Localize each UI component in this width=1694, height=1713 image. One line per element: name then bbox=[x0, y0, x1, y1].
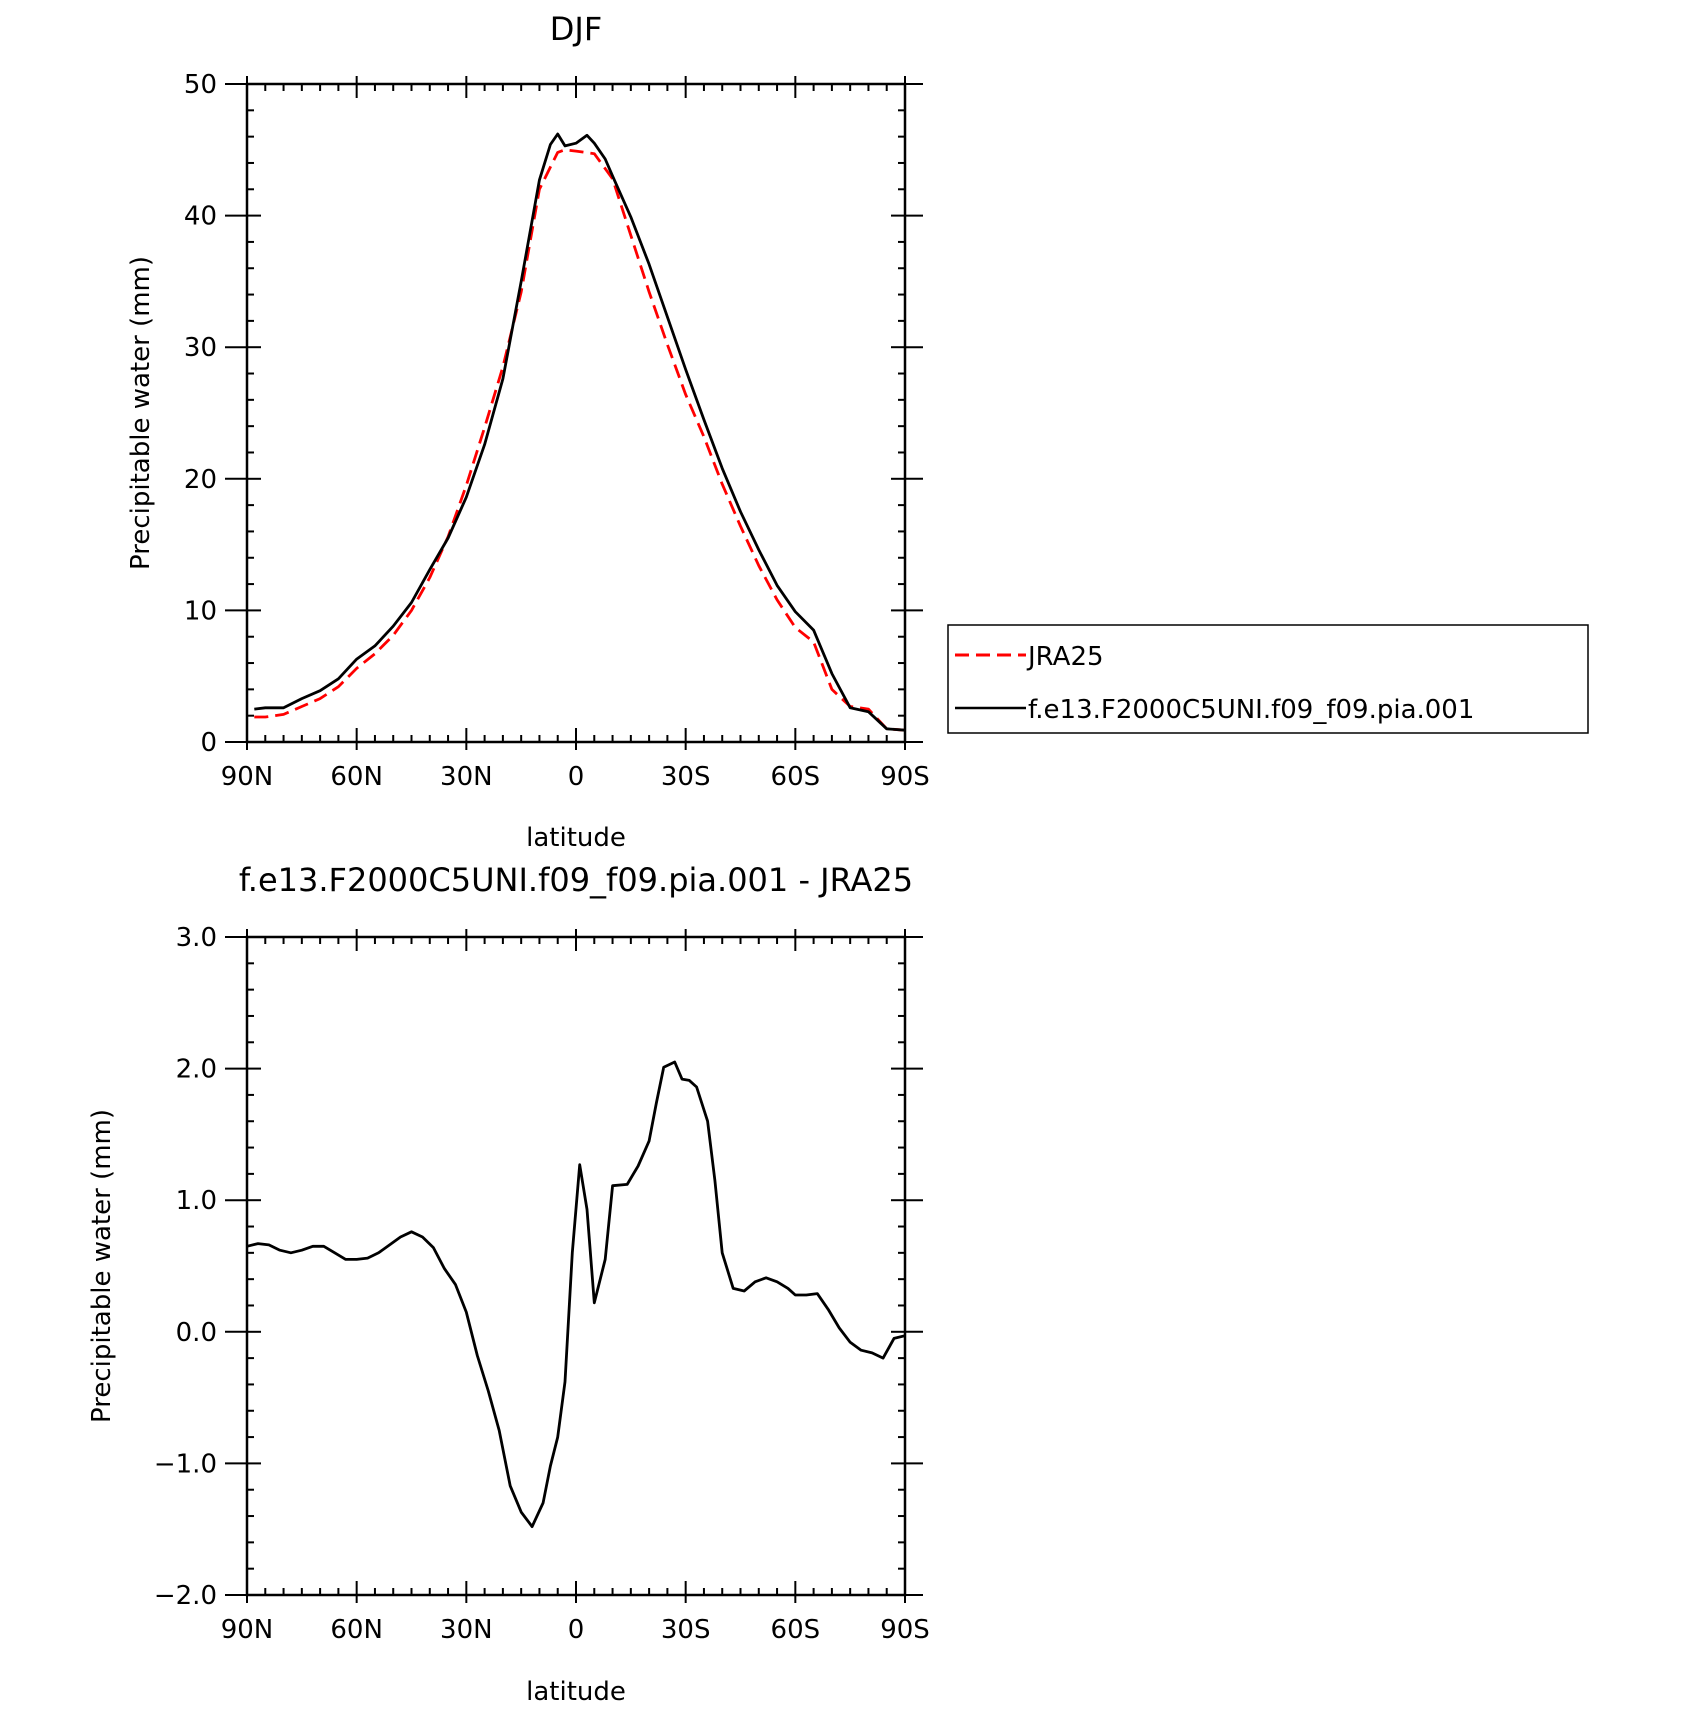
bottom-x-axis-title: latitude bbox=[526, 1677, 626, 1707]
bottom-y-tick-label: 0.0 bbox=[176, 1318, 217, 1348]
top-x-tick-label: 90N bbox=[221, 762, 274, 792]
top-chart-title: DJF bbox=[550, 10, 602, 48]
top-x-tick-label: 90S bbox=[880, 762, 930, 792]
bottom-chart-title: f.e13.F2000C5UNI.f09_f09.pia.001 - JRA25 bbox=[239, 861, 913, 899]
bottom-series-line-0 bbox=[246, 1060, 906, 1528]
top-x-axis-title: latitude bbox=[526, 823, 626, 853]
top-panel: DJF 90N 60N 30N 0 30S 60S 90S 0 10 20 30 40 50 lati… bbox=[126, 10, 1589, 853]
top-x-tick-label: 30N bbox=[440, 762, 493, 792]
top-x-tick-label: 60N bbox=[330, 762, 383, 792]
legend: JRA25 f.e13.F2000C5UNI.f09_f09.pia.001 bbox=[947, 624, 1589, 734]
bottom-x-tick-label: 30N bbox=[440, 1615, 493, 1645]
top-plot-frame bbox=[245, 82, 907, 744]
bottom-y-tick-label: −1.0 bbox=[154, 1449, 217, 1479]
bottom-y-tick-label: 3.0 bbox=[176, 923, 217, 953]
top-y-tick-label: 0 bbox=[200, 728, 217, 758]
top-y-tick-label: 30 bbox=[184, 333, 217, 363]
top-y-tick-label: 40 bbox=[184, 202, 217, 232]
bottom-x-tick-label: 30S bbox=[661, 1615, 711, 1645]
bottom-x-tick-label: 60N bbox=[330, 1615, 383, 1645]
bottom-panel: f.e13.F2000C5UNI.f09_f09.pia.001 - JRA25… bbox=[87, 861, 930, 1707]
bottom-x-tick-label: 90S bbox=[880, 1615, 930, 1645]
top-x-tick-label: 0 bbox=[568, 762, 585, 792]
bottom-y-tick-label: 2.0 bbox=[176, 1055, 217, 1085]
legend-box bbox=[947, 624, 1589, 734]
bottom-y-tick-label: −2.0 bbox=[154, 1581, 217, 1611]
top-x-tick-label: 30S bbox=[661, 762, 711, 792]
bottom-y-tick-label: 1.0 bbox=[176, 1186, 217, 1216]
top-y-tick-label: 10 bbox=[184, 596, 217, 626]
top-x-tick-label: 60S bbox=[771, 762, 821, 792]
legend-label-jra25: JRA25 bbox=[1026, 642, 1104, 672]
top-series-line-0 bbox=[254, 148, 906, 732]
bottom-x-tick-label: 90N bbox=[221, 1615, 274, 1645]
bottom-plot-frame bbox=[245, 935, 907, 1597]
top-series-line-1 bbox=[254, 132, 906, 732]
bottom-x-tick-label: 60S bbox=[771, 1615, 821, 1645]
bottom-y-axis-title: Precipitable water (mm) bbox=[87, 1109, 117, 1423]
top-y-tick-label: 20 bbox=[184, 465, 217, 495]
top-y-axis-title: Precipitable water (mm) bbox=[126, 256, 156, 570]
bottom-x-tick-label: 0 bbox=[568, 1615, 585, 1645]
legend-label-model: f.e13.F2000C5UNI.f09_f09.pia.001 bbox=[1028, 695, 1474, 725]
top-y-tick-label: 50 bbox=[184, 70, 217, 100]
